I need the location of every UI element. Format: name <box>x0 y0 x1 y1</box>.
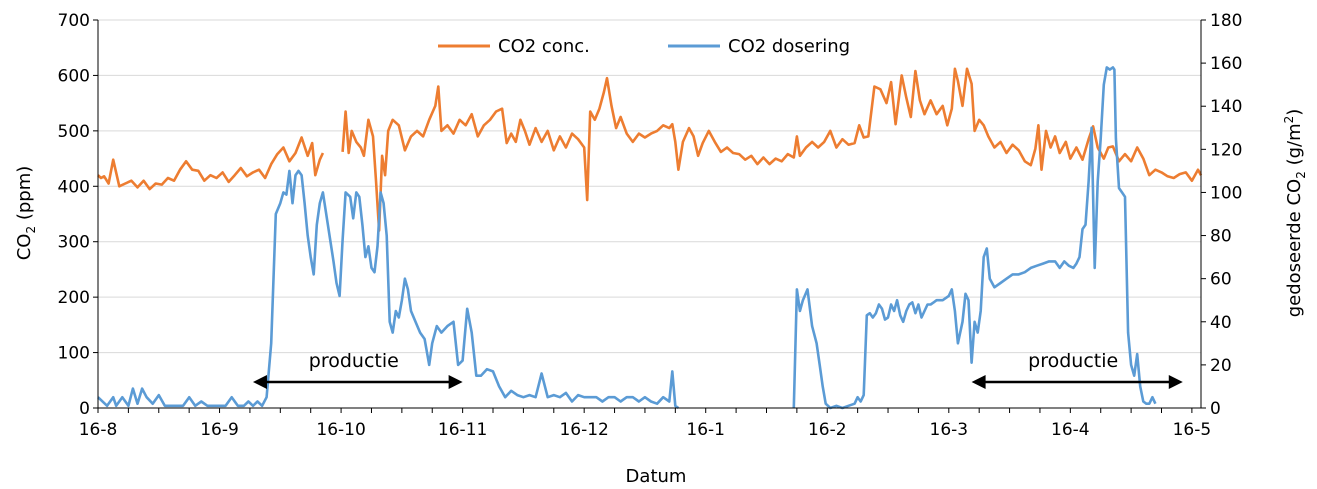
y-right-title-sub: 2 <box>1294 171 1308 179</box>
y-right-tick-label: 160 <box>1210 54 1242 74</box>
annotation-label: productie <box>309 350 399 372</box>
annotation-label: productie <box>1028 350 1118 372</box>
annotation-arrowhead-left <box>971 375 986 389</box>
x-tick-label: 16-11 <box>438 420 487 440</box>
x-axis-title: Datum <box>626 466 687 487</box>
y-right-tick-label: 100 <box>1210 183 1242 203</box>
y-right-title-b: (g/m <box>1284 123 1305 171</box>
y-left-tick-label: 700 <box>58 11 90 31</box>
y-right-tick-label: 120 <box>1210 140 1242 160</box>
y-right-title-a: gedoseerde CO <box>1284 179 1305 318</box>
y-right-tick-label: 180 <box>1210 11 1242 31</box>
y-axis-left-title: CO2 (ppm) <box>14 166 38 261</box>
x-tick-label: 16-4 <box>1051 420 1090 440</box>
y-right-tick-label: 60 <box>1210 270 1232 290</box>
y-right-tick-label: 80 <box>1210 227 1232 247</box>
series-layer <box>97 66 1203 410</box>
y-axis-right-title: gedoseerde CO2 (g/m2) <box>1282 109 1308 318</box>
annotation-arrowhead-left <box>252 375 267 389</box>
y-left-tick-label: 300 <box>58 233 90 253</box>
y-right-title-c: ) <box>1284 109 1305 116</box>
legend: CO2 conc. CO2 dosering <box>438 36 850 57</box>
y-left-tick-label: 500 <box>58 122 90 142</box>
series-line-co2-dosering <box>97 66 1157 410</box>
y-left-tick-label: 200 <box>58 288 90 308</box>
y-right-tick-label: 140 <box>1210 97 1242 117</box>
x-tick-label: 16-8 <box>79 420 118 440</box>
y-left-tick-label: 0 <box>79 399 90 419</box>
x-tick-label: 16-9 <box>200 420 239 440</box>
y-left-tick-label: 400 <box>58 177 90 197</box>
x-tick-label: 16-1 <box>686 420 725 440</box>
y-right-tick-label: 40 <box>1210 313 1232 333</box>
legend-label: CO2 dosering <box>728 36 850 57</box>
annotations: productie productie <box>252 350 1183 389</box>
y-left-title-sub: 2 <box>24 226 38 234</box>
axes: 0 100 200 300 400 500 600 700 0 20 40 60 80 100 120 140… <box>58 11 1243 440</box>
series-line-co2-conc <box>97 67 1203 232</box>
y-left-title-main: CO <box>14 234 35 261</box>
y-left-tick-label: 600 <box>58 66 90 86</box>
y-right-tick-label: 0 <box>1210 399 1221 419</box>
y-left-tick-label: 100 <box>58 344 90 364</box>
y-right-title-sup: 2 <box>1282 116 1296 124</box>
x-tick-label: 16-12 <box>559 420 608 440</box>
legend-label: CO2 conc. <box>498 36 590 57</box>
annotation-arrowhead-right <box>448 375 463 389</box>
y-left-title-rest: (ppm) <box>14 166 35 226</box>
x-tick-label: 16-3 <box>930 420 969 440</box>
grid-lines <box>98 19 1201 354</box>
x-tick-label: 16-5 <box>1173 420 1212 440</box>
x-tick-label: 16-10 <box>316 420 365 440</box>
x-tick-label: 16-2 <box>808 420 847 440</box>
annotation-arrowhead-right <box>1168 375 1183 389</box>
y-right-tick-label: 20 <box>1210 356 1232 376</box>
